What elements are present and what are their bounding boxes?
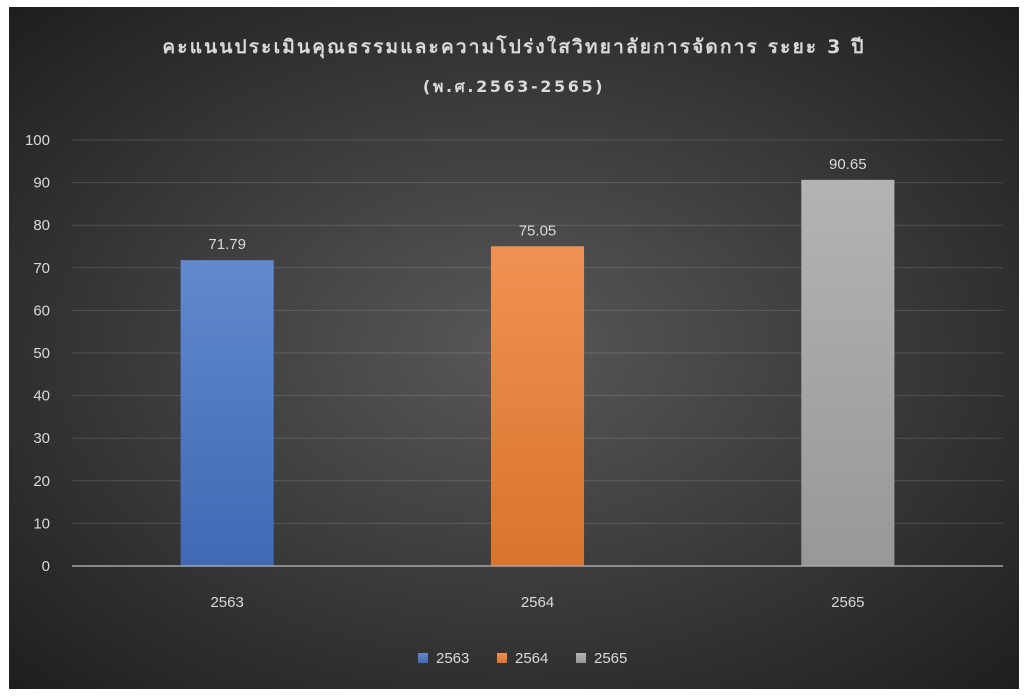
plot-area: 0 10 20 30 40 50 60 70 80 90 100 71.79 75.05 90.65 2…: [25, 132, 1003, 667]
x-axis-tick-labels: 2563 2564 2565: [210, 594, 864, 611]
data-labels: 71.79 75.05 90.65: [208, 156, 866, 253]
y-tick-label-20: 20: [33, 473, 50, 490]
legend-item-2563: 2563: [418, 650, 469, 667]
legend: 2563 2564 2565: [418, 650, 627, 667]
y-tick-label-40: 40: [33, 388, 50, 405]
y-tick-label-0: 0: [42, 558, 50, 575]
x-tick-label-2563: 2563: [210, 594, 243, 611]
legend-label-2563: 2563: [436, 650, 469, 667]
chart-subtitle: (พ.ศ.2563-2565): [422, 77, 606, 96]
legend-swatch-2565: [576, 653, 586, 663]
y-tick-label-30: 30: [33, 430, 50, 447]
chart-title: คะแนนประเมินคุณธรรมและความโปร่งใสวิทยาลั…: [162, 36, 866, 58]
bar-2564: [490, 246, 585, 567]
y-tick-label-60: 60: [33, 302, 50, 319]
x-tick-label-2564: 2564: [521, 594, 554, 611]
chart-area: คะแนนประเมินคุณธรรมและความโปร่งใสวิทยาลั…: [9, 7, 1019, 689]
y-tick-label-90: 90: [33, 175, 50, 192]
y-tick-label-50: 50: [33, 345, 50, 362]
y-tick-label-10: 10: [33, 515, 50, 532]
data-label-2565: 90.65: [829, 156, 867, 173]
data-label-2564: 75.05: [519, 222, 557, 239]
legend-swatch-2563: [418, 653, 428, 663]
bar-2565: [801, 179, 895, 566]
x-tick-label-2565: 2565: [831, 594, 864, 611]
y-tick-label-80: 80: [33, 217, 50, 234]
legend-item-2564: 2564: [497, 650, 548, 667]
legend-item-2565: 2565: [576, 650, 627, 667]
legend-label-2565: 2565: [594, 650, 627, 667]
legend-label-2564: 2564: [515, 650, 548, 667]
y-axis-tick-labels: 0 10 20 30 40 50 60 70 80 90 100: [25, 132, 50, 575]
y-tick-label-70: 70: [33, 260, 50, 277]
bars: [180, 179, 895, 567]
y-tick-label-100: 100: [25, 132, 50, 149]
data-label-2563: 71.79: [208, 236, 246, 253]
bar-2563: [180, 260, 274, 566]
legend-swatch-2564: [497, 653, 507, 663]
